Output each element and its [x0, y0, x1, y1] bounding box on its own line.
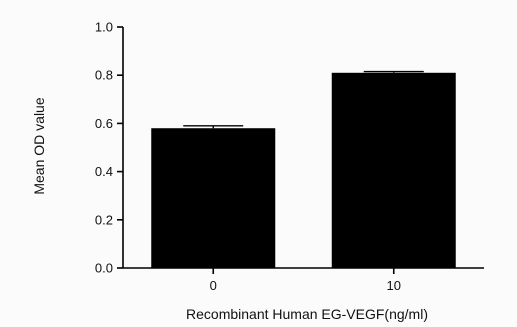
y-tick-label: 0.6: [95, 116, 113, 131]
x-axis-title: Recombinant Human EG-VEGF(ng/ml): [186, 306, 428, 322]
bar-0: [151, 128, 276, 268]
x-tick-label: 10: [387, 278, 401, 293]
y-tick-label: 0.8: [95, 68, 113, 83]
y-tick-label: 0.0: [95, 261, 113, 276]
y-axis: 0.0 0.2 0.4 0.6 0.8 1.0: [95, 20, 124, 276]
y-axis-title: Mean OD value: [31, 97, 47, 194]
y-tick-label: 0.2: [95, 212, 113, 227]
bars: [151, 70, 456, 268]
y-tick-label: 0.4: [95, 164, 113, 179]
x-axis: 0 10: [123, 267, 484, 293]
bar-10: [331, 72, 456, 268]
y-tick-label: 1.0: [95, 20, 113, 35]
x-tick-label: 0: [210, 278, 217, 293]
